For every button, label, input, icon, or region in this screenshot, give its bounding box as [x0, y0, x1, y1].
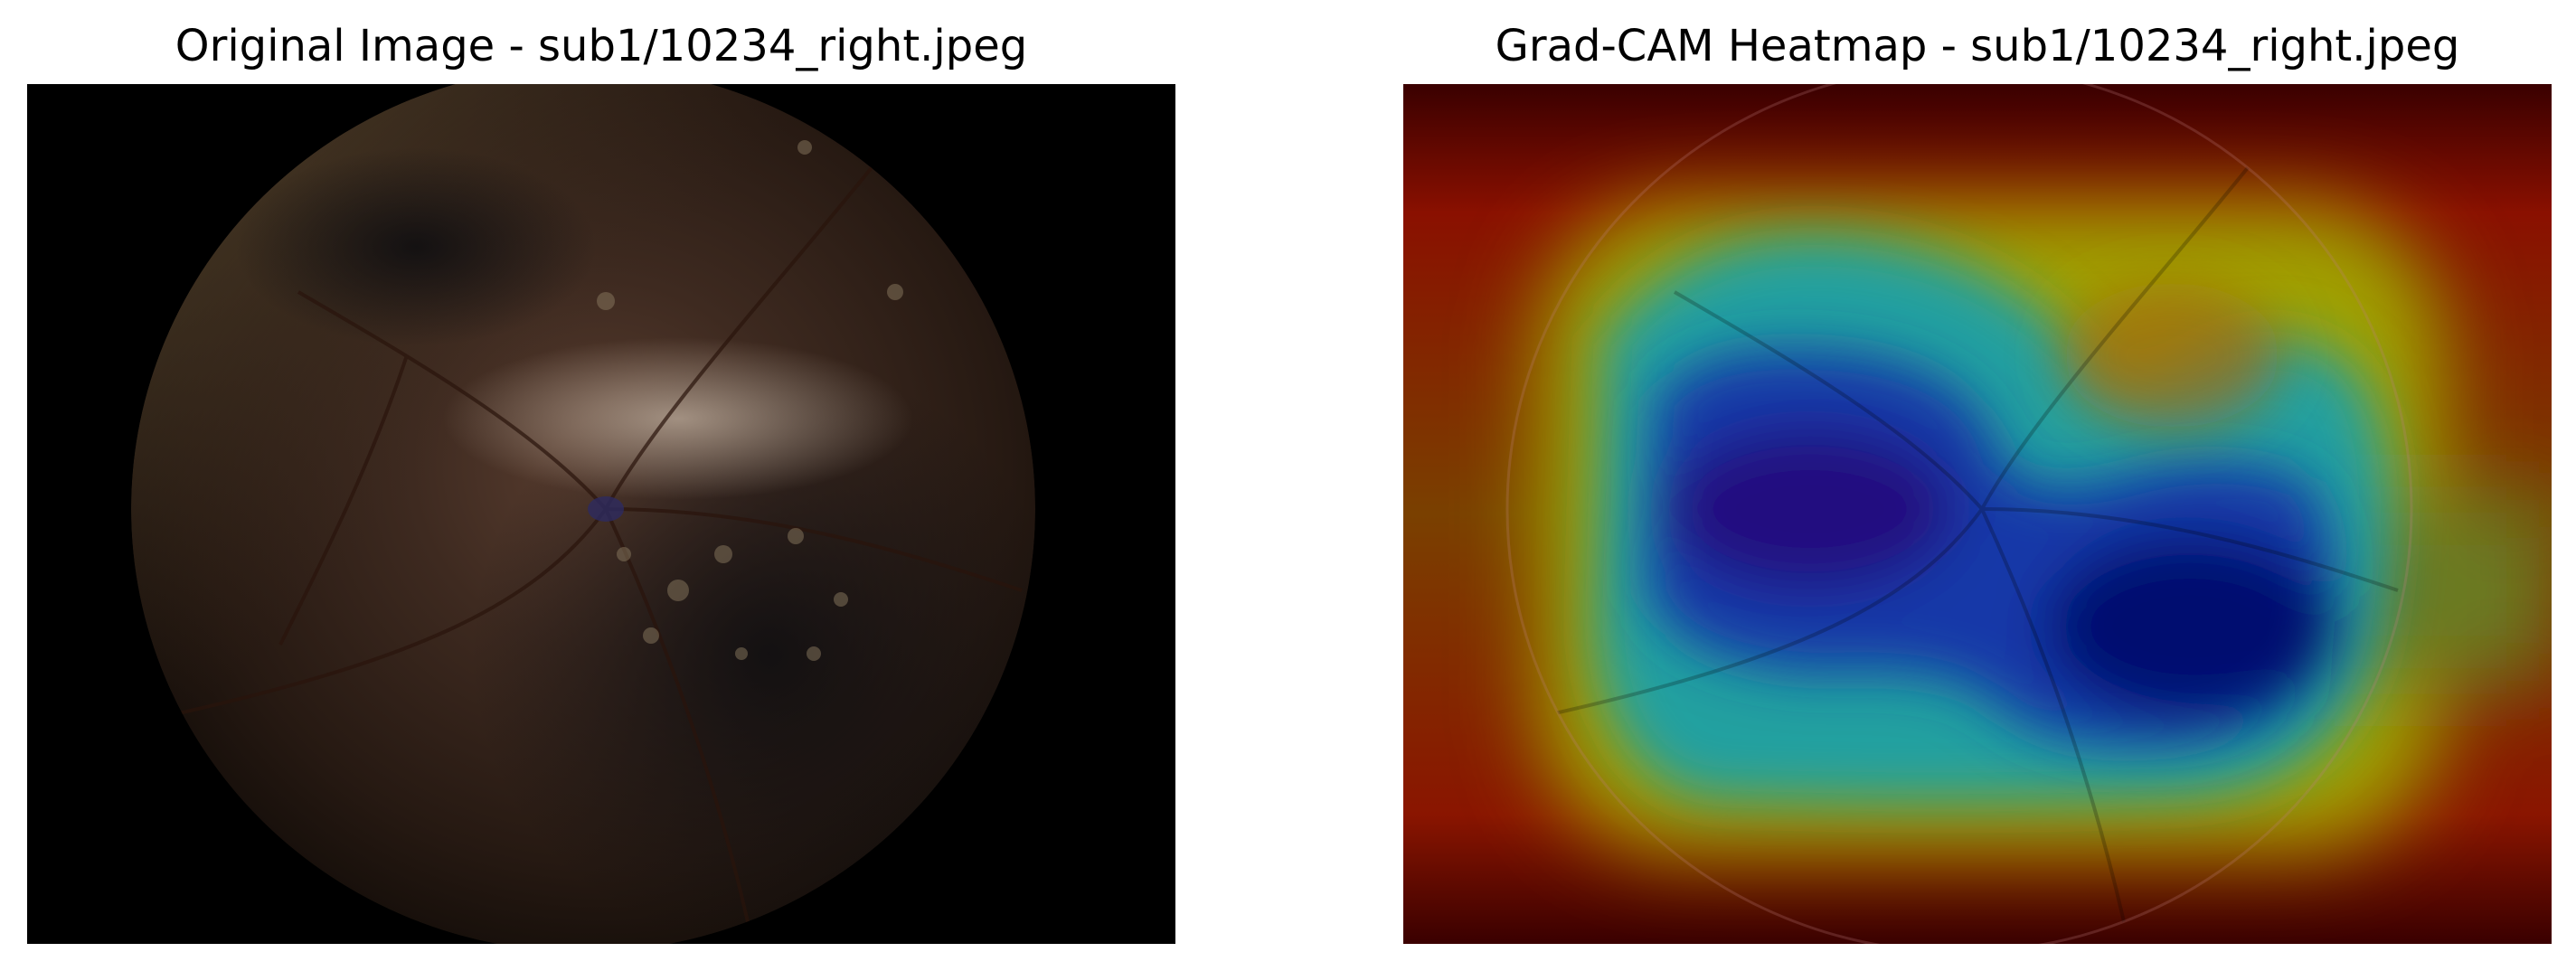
original-image-title: Original Image - sub1/10234_right.jpeg	[175, 21, 1028, 71]
heatmap-title: Grad-CAM Heatmap - sub1/10234_right.jpeg	[1495, 21, 2460, 71]
original-fundus-image	[27, 84, 1175, 944]
gradcam-heatmap-image	[1403, 84, 2552, 944]
